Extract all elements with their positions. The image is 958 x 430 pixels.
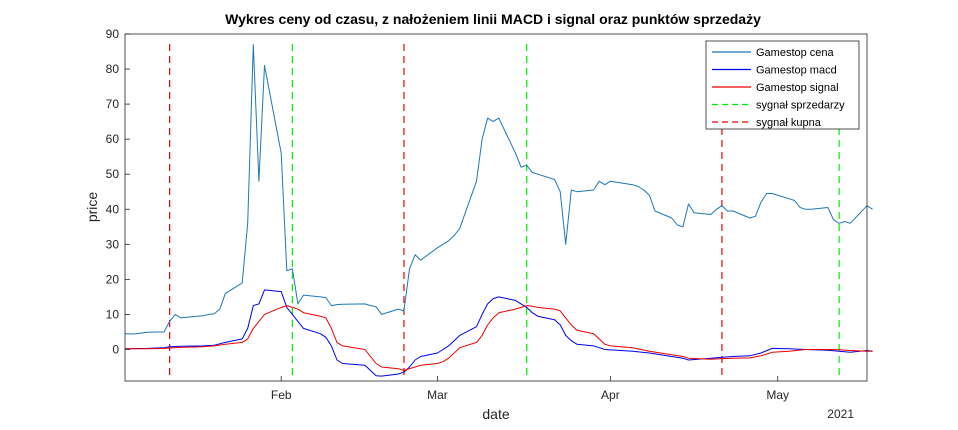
legend: Gamestop cena Gamestop macd Gamestop signa… [705,40,860,130]
y-tick-label: 30 [106,237,120,251]
series-line [125,305,873,371]
y-tick-label: 90 [106,27,120,41]
legend-label: Gamestop macd [756,65,837,77]
y-tick-label: 50 [106,167,120,181]
legend-label: sygnał kupna [756,117,822,129]
series-line [124,44,873,335]
legend-box [705,40,860,130]
y-axis-label: price [84,192,100,223]
y-tick-label: 0 [112,342,119,356]
legend-label: Gamestop signal [756,82,839,94]
y-tick-label: 80 [106,62,120,76]
chart-title: Wykres ceny od czasu, z nałożeniem linii… [225,11,761,27]
x-tick-label: Apr [601,388,620,402]
legend-label: Gamestop cena [756,47,835,59]
y-tick-label: 60 [106,132,120,146]
legend-label: sygnał sprzedarzy [756,100,845,112]
y-tick-label: 40 [106,202,120,216]
year-label: 2021 [827,407,854,421]
x-axis-label: date [482,406,509,422]
x-tick-label: Feb [271,388,292,402]
x-tick-label: May [766,388,789,402]
x-axis: Feb Mar Apr May [271,376,789,402]
x-tick-label: Mar [427,388,448,402]
y-tick-label: 20 [106,272,120,286]
y-tick-label: 10 [106,307,120,321]
series-line [124,289,873,377]
y-axis: 0 10 20 30 40 50 60 70 80 90 [106,27,130,356]
axes-border [124,33,868,382]
y-tick-label: 70 [106,97,120,111]
